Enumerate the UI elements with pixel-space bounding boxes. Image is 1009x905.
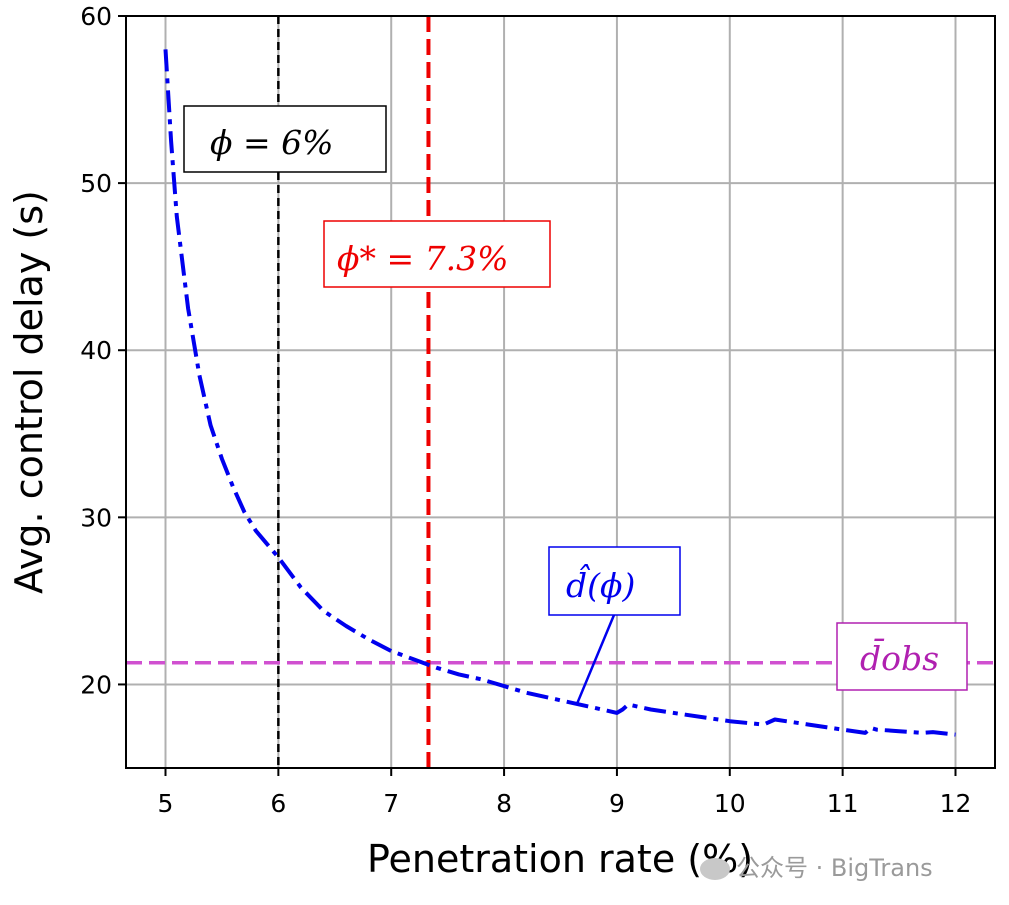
- dhat-annotation: d̂(ϕ): [548, 546, 681, 704]
- x-tick-label: 8: [496, 789, 512, 818]
- dobs-annotation-text: d̄obs: [860, 637, 939, 678]
- dhat-pointer: [576, 614, 616, 704]
- x-tick-label: 11: [827, 789, 859, 818]
- wechat-icon: [700, 858, 730, 880]
- phi-6-annotation: ϕ = 6%: [183, 105, 387, 173]
- watermark-text: 公众号 · BigTrans: [736, 854, 933, 882]
- series-line: [163, 49, 956, 737]
- series-layer: [163, 49, 956, 737]
- phi-6-annotation-box: [183, 105, 387, 173]
- dhat-annotation-box: [548, 546, 681, 616]
- x-axis-label: Penetration rate (%): [367, 837, 753, 881]
- phi-6-annotation-text: ϕ = 6%: [210, 123, 333, 162]
- x-tick-label: 5: [158, 789, 174, 818]
- x-tick-label: 7: [383, 789, 399, 818]
- x-tick-label: 10: [714, 789, 746, 818]
- y-tick-label: 30: [80, 503, 112, 532]
- phi-star-annotation-text: ϕ* = 7.3%: [337, 239, 508, 278]
- dhat-annotation-text: d̂(ϕ): [566, 563, 635, 605]
- annotations: ϕ = 6% ϕ* = 7.3% d̂(ϕ) d̄obs: [183, 105, 968, 704]
- x-tick-label: 9: [609, 789, 625, 818]
- y-tick-label: 50: [80, 169, 112, 198]
- phi-star-annotation-box: [323, 220, 551, 288]
- y-tick-label: 20: [80, 670, 112, 699]
- y-tick-label: 60: [80, 2, 112, 31]
- ticks: 5 6 7 8 9 10 11 12 20 30 40 50 60: [80, 2, 971, 818]
- phi-star-annotation: ϕ* = 7.3%: [323, 220, 551, 288]
- y-axis-label: Avg. control delay (s): [7, 190, 51, 594]
- dobs-annotation-box: [836, 622, 968, 691]
- watermark: 公众号 · BigTrans: [700, 848, 933, 883]
- plot-frame: [125, 15, 996, 769]
- y-tick-label: 40: [80, 336, 112, 365]
- x-tick-label: 12: [940, 789, 972, 818]
- dobs-annotation: d̄obs: [836, 622, 968, 691]
- x-tick-label: 6: [270, 789, 286, 818]
